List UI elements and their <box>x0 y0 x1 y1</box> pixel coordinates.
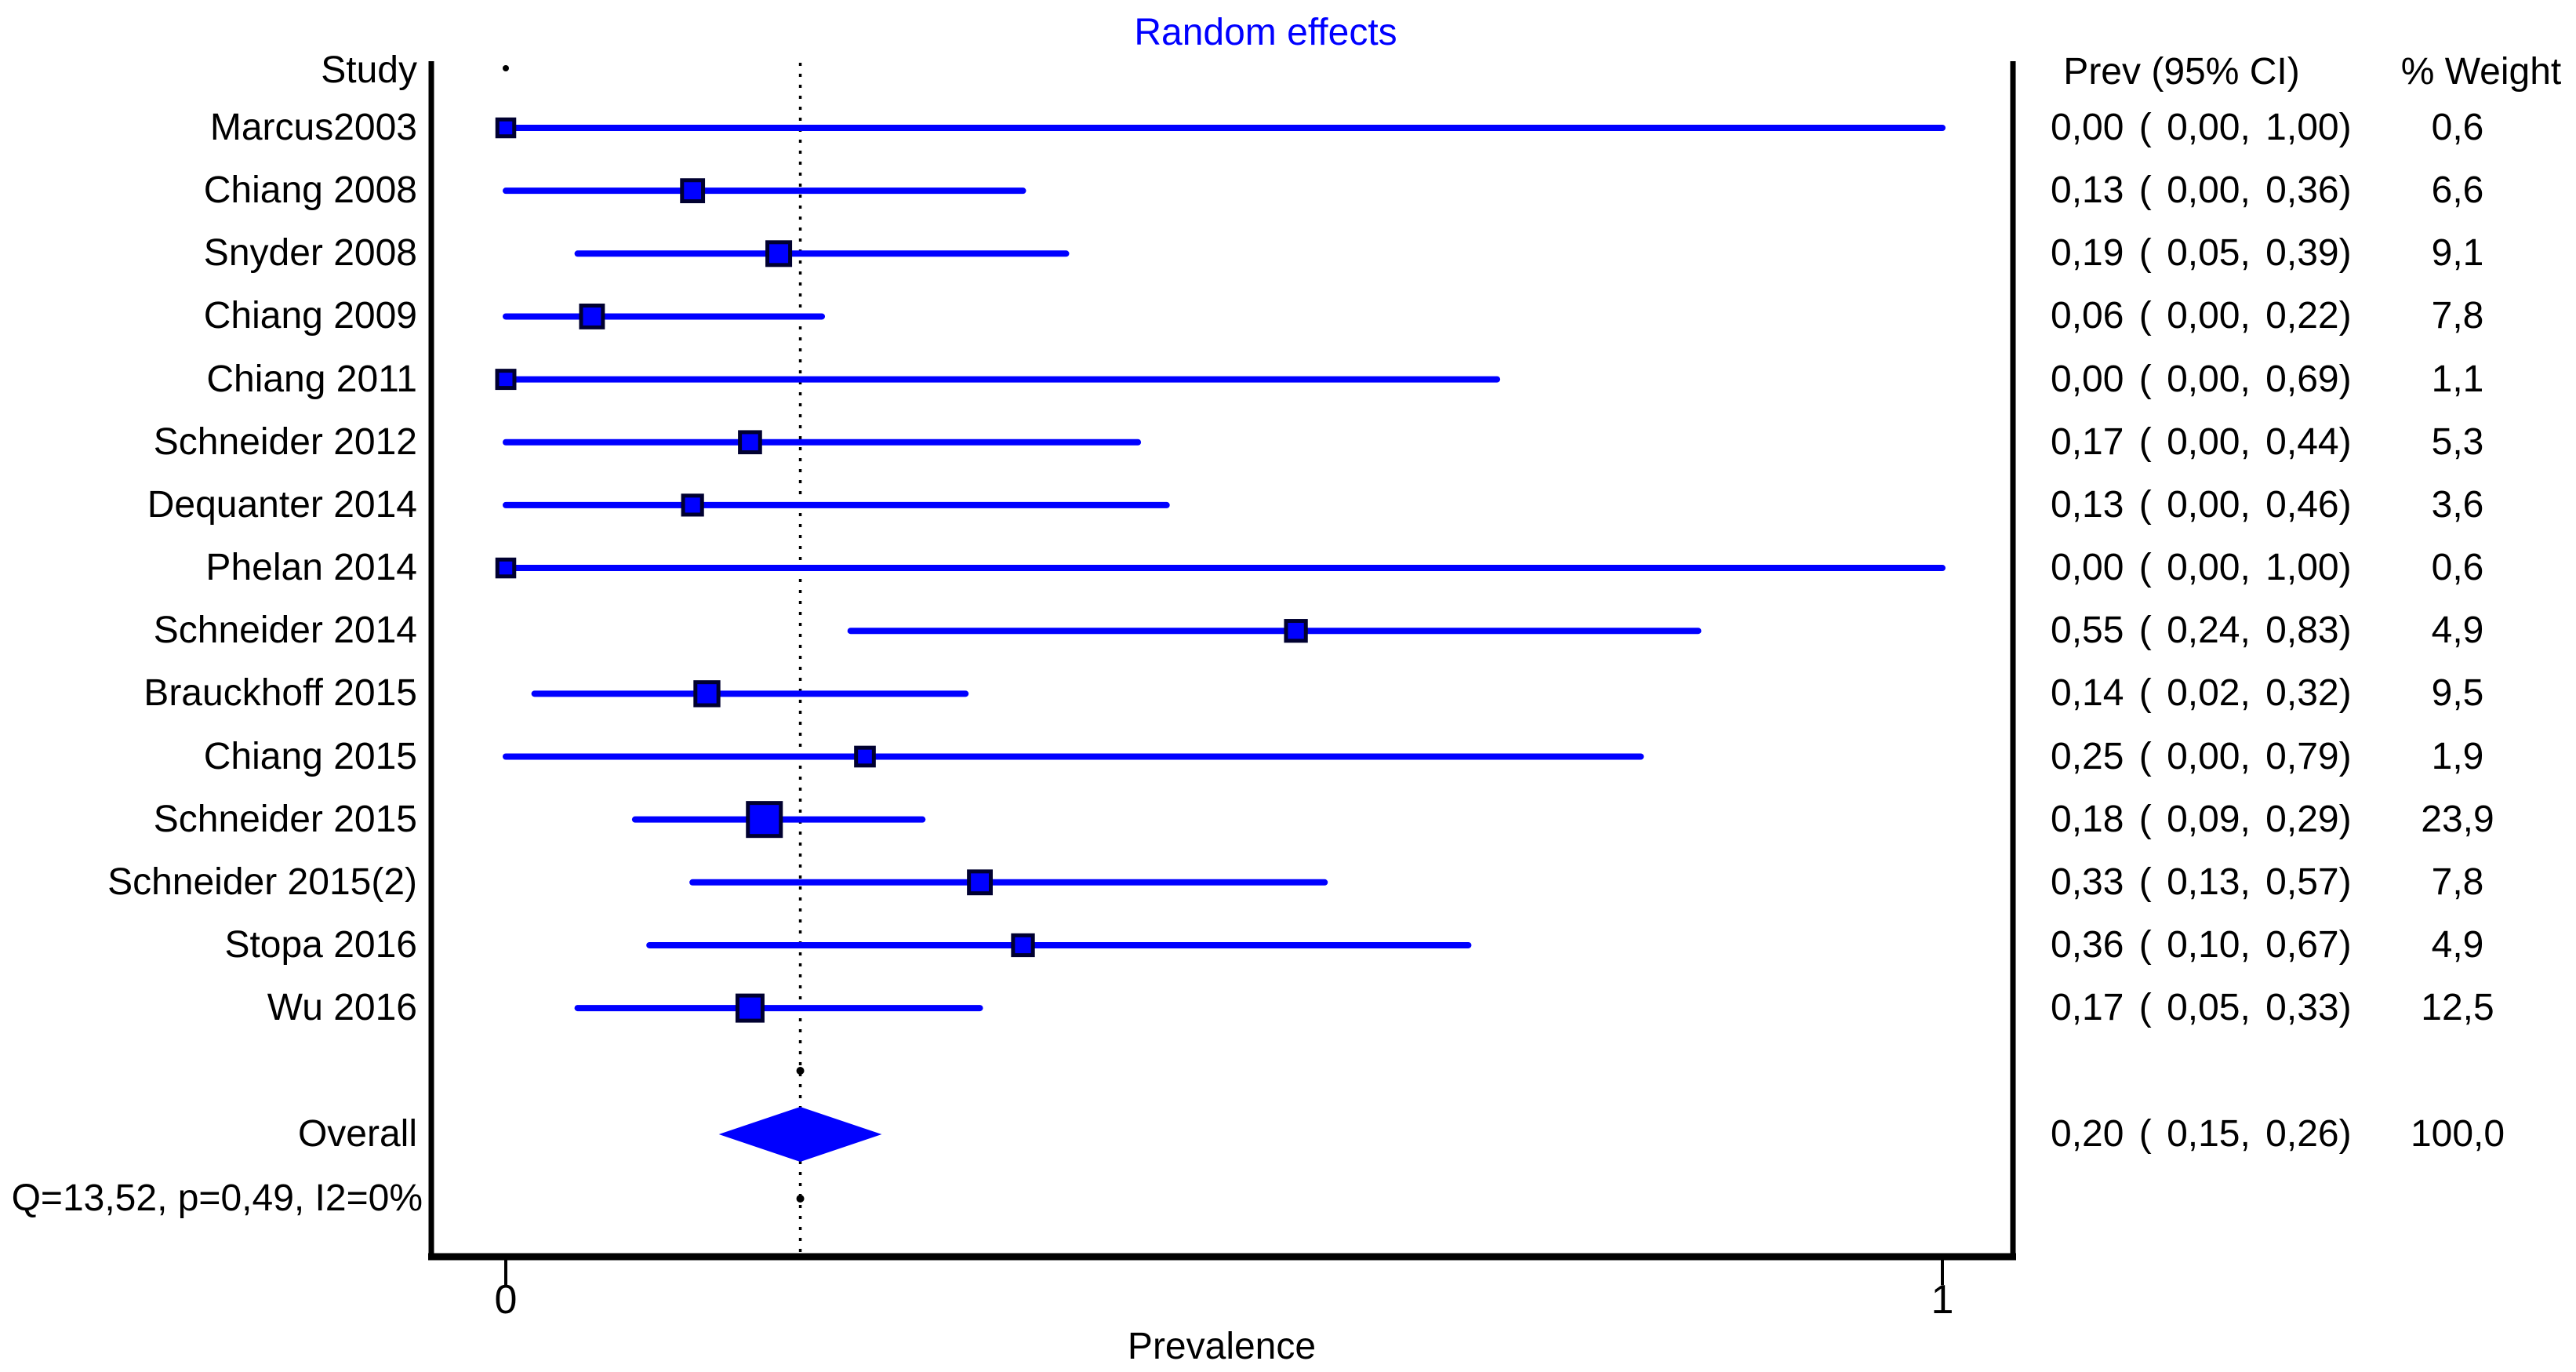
prev-ci-value: 0,25 ( 0,00, 0,79) <box>2051 735 2352 777</box>
point-estimate-square <box>693 680 721 708</box>
point-estimate-square <box>746 801 783 839</box>
column-header-prev-ci: Prev (95% CI) <box>2063 51 2300 93</box>
point-estimate-square <box>681 493 704 517</box>
study-label: Chiang 2015 <box>203 735 417 777</box>
weight-value: 9,1 <box>2431 232 2484 275</box>
overall-prev-ci-value: 0,20 ( 0,15, 0,26) <box>2051 1113 2352 1155</box>
prev-ci-value: 0,13 ( 0,00, 0,46) <box>2051 483 2352 526</box>
study-label: Schneider 2015(2) <box>107 861 417 903</box>
weight-value: 23,9 <box>2421 798 2494 840</box>
study-label: Chiang 2008 <box>203 169 417 212</box>
overall-label: Overall <box>297 1113 417 1155</box>
weight-value: 0,6 <box>2431 107 2484 148</box>
point-estimate-square <box>495 369 517 391</box>
weight-value: 9,5 <box>2431 672 2484 715</box>
point-estimate-square <box>495 117 517 139</box>
point-estimate-square <box>967 869 993 896</box>
prev-ci-value: 0,55 ( 0,24, 0,83) <box>2051 610 2352 652</box>
prev-ci-value: 0,33 ( 0,13, 0,57) <box>2051 861 2352 903</box>
weight-value: 4,9 <box>2431 610 2484 652</box>
weight-value: 3,6 <box>2431 483 2484 526</box>
chart-title: Random effects <box>1134 12 1397 53</box>
weight-value: 7,8 <box>2431 295 2484 337</box>
prev-ci-value: 0,00 ( 0,00, 0,69) <box>2051 358 2352 400</box>
column-header-study: Study <box>321 49 417 91</box>
point-estimate-square <box>738 430 762 455</box>
point-estimate-square <box>854 745 876 768</box>
prev-ci-value: 0,18 ( 0,09, 0,29) <box>2051 798 2352 840</box>
weight-value: 7,8 <box>2431 861 2484 903</box>
point-estimate-square <box>765 240 793 267</box>
study-label: Chiang 2009 <box>203 295 417 337</box>
study-label: Snyder 2008 <box>203 232 417 275</box>
study-label: Schneider 2014 <box>153 610 417 652</box>
marker-dot <box>503 65 509 71</box>
weight-value: 4,9 <box>2431 923 2484 966</box>
column-header-weight: % Weight <box>2400 51 2562 93</box>
prev-ci-value: 0,00 ( 0,00, 1,00) <box>2051 107 2352 148</box>
prev-ci-value: 0,36 ( 0,10, 0,67) <box>2051 923 2352 966</box>
x-axis-tick-label: 0 <box>494 1277 518 1323</box>
study-label: Wu 2016 <box>267 987 417 1029</box>
study-label: Brauckhoff 2015 <box>144 672 417 715</box>
prev-ci-value: 0,17 ( 0,05, 0,33) <box>2051 987 2352 1029</box>
point-estimate-square <box>579 304 605 329</box>
overall-weight-value: 100,0 <box>2410 1113 2505 1155</box>
point-estimate-square <box>495 557 517 579</box>
prev-ci-value: 0,13 ( 0,00, 0,36) <box>2051 169 2352 212</box>
prev-ci-value: 0,14 ( 0,02, 0,32) <box>2051 672 2352 715</box>
heterogeneity-stats: Q=13,52, p=0,49, I2=0% <box>11 1177 423 1219</box>
point-estimate-square <box>1284 619 1308 643</box>
point-estimate-square <box>1011 933 1035 958</box>
prev-ci-value: 0,00 ( 0,00, 1,00) <box>2051 547 2352 589</box>
study-label: Phelan 2014 <box>205 547 417 589</box>
weight-value: 12,5 <box>2421 987 2494 1029</box>
study-label: Schneider 2012 <box>153 420 417 463</box>
prev-ci-value: 0,19 ( 0,05, 0,39) <box>2051 232 2352 275</box>
prev-ci-value: 0,06 ( 0,00, 0,22) <box>2051 295 2352 337</box>
study-label: Marcus2003 <box>209 107 417 148</box>
study-label: Schneider 2015 <box>153 798 417 840</box>
marker-dot <box>796 1067 805 1075</box>
overall-diamond <box>718 1106 882 1163</box>
weight-value: 1,1 <box>2431 358 2484 400</box>
weight-value: 0,6 <box>2431 547 2484 589</box>
weight-value: 5,3 <box>2431 420 2484 463</box>
point-estimate-square <box>680 178 706 204</box>
marker-dot <box>796 1195 805 1203</box>
x-axis-tick-label: 1 <box>1931 1277 1954 1323</box>
study-label: Chiang 2011 <box>206 358 417 400</box>
prev-ci-value: 0,17 ( 0,00, 0,44) <box>2051 420 2352 463</box>
point-estimate-square <box>735 993 765 1023</box>
study-label: Stopa 2016 <box>224 923 417 966</box>
weight-value: 1,9 <box>2431 735 2484 777</box>
x-axis-label: Prevalence <box>1127 1326 1317 1367</box>
weight-value: 6,6 <box>2431 169 2484 212</box>
study-label: Dequanter 2014 <box>147 483 417 526</box>
